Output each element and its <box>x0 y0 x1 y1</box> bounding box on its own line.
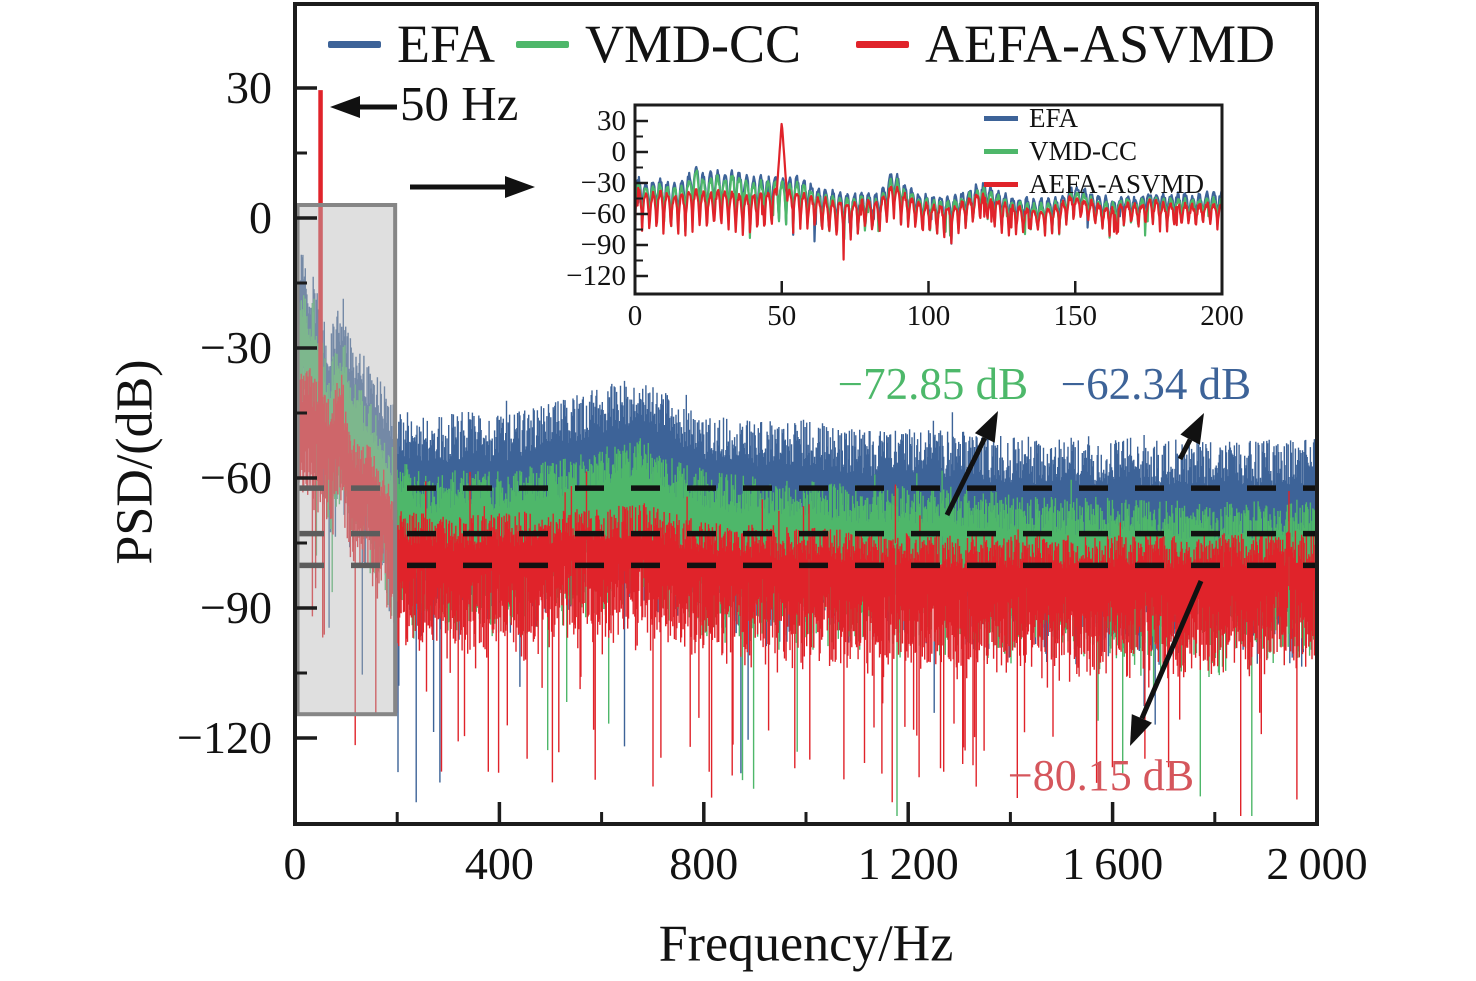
aefa-line-swatch <box>856 40 909 48</box>
vmdcc-line-swatch <box>516 40 569 48</box>
x-tick-label: 0 <box>283 838 307 889</box>
inset-x-tick-label: 150 <box>1053 300 1098 332</box>
inset-y-tick-label: −60 <box>580 198 626 230</box>
inset-legend-item-vmdcc: VMD-CC <box>984 136 1137 166</box>
inset-legend-item-efa: EFA <box>984 103 1078 133</box>
inset-y-tick-label: 0 <box>611 136 627 168</box>
efa-line-swatch <box>984 115 1018 121</box>
legend-label-vmdcc: VMD-CC <box>585 14 802 74</box>
inset-y-tick-label: 30 <box>597 105 626 137</box>
inset-legend-item-aefa: AEFA-ASVMD <box>984 169 1204 199</box>
y-tick-label: −60 <box>200 452 272 503</box>
inset-x-tick-label: 200 <box>1200 300 1244 332</box>
inset-series-AEFA-ASVMD <box>633 122 1223 261</box>
x-tick-label: 400 <box>464 838 534 889</box>
inset-x-tick-label: 50 <box>767 300 797 332</box>
y-tick-label: −120 <box>177 712 272 763</box>
inset-y-tick-label: −90 <box>580 229 626 261</box>
aefa-line-swatch <box>984 181 1018 187</box>
x-axis-title: Frequency/Hz <box>658 915 954 973</box>
inset-legend-label-vmdcc: VMD-CC <box>1029 135 1138 166</box>
aefa-level-annotation: −80.15 dB <box>1007 751 1195 800</box>
inset-x-tick-label: 100 <box>906 300 951 332</box>
inset-axes-box <box>633 103 1224 296</box>
x-tick-label: 800 <box>669 838 739 889</box>
main-axes-box <box>293 2 1319 826</box>
vmdcc-level-annotation: −72.85 dB <box>837 359 1029 409</box>
highlight-region-0-200hz <box>295 203 398 717</box>
inset-legend-label-efa: EFA <box>1029 102 1079 133</box>
x-tick-label: 1 600 <box>1061 838 1164 889</box>
y-tick-label: 30 <box>226 62 272 113</box>
y-tick-label: −90 <box>200 582 272 633</box>
legend-label-efa: EFA <box>397 14 496 74</box>
legend-item-efa: EFA <box>328 14 496 74</box>
legend-label-aefa: AEFA-ASVMD <box>925 14 1276 74</box>
vmdcc-line-swatch <box>984 148 1018 154</box>
peak-annotation-50hz: 50 Hz <box>400 76 519 131</box>
x-tick-label: 2 000 <box>1266 838 1368 889</box>
inset-legend-label-aefa: AEFA-ASVMD <box>1029 168 1205 199</box>
inset-x-tick-label: 0 <box>627 300 643 332</box>
inset-y-tick-label: −30 <box>580 167 626 199</box>
y-tick-label: 0 <box>249 192 272 243</box>
legend-item-vmdcc: VMD-CC <box>516 14 802 74</box>
y-tick-label: −30 <box>200 322 272 373</box>
efa-level-annotation: −62.34 dB <box>1060 359 1252 409</box>
legend-item-aefa: AEFA-ASVMD <box>856 14 1276 74</box>
inset-y-tick-label: −120 <box>566 260 626 292</box>
efa-line-swatch <box>328 40 381 48</box>
x-tick-label: 1 200 <box>857 838 959 889</box>
